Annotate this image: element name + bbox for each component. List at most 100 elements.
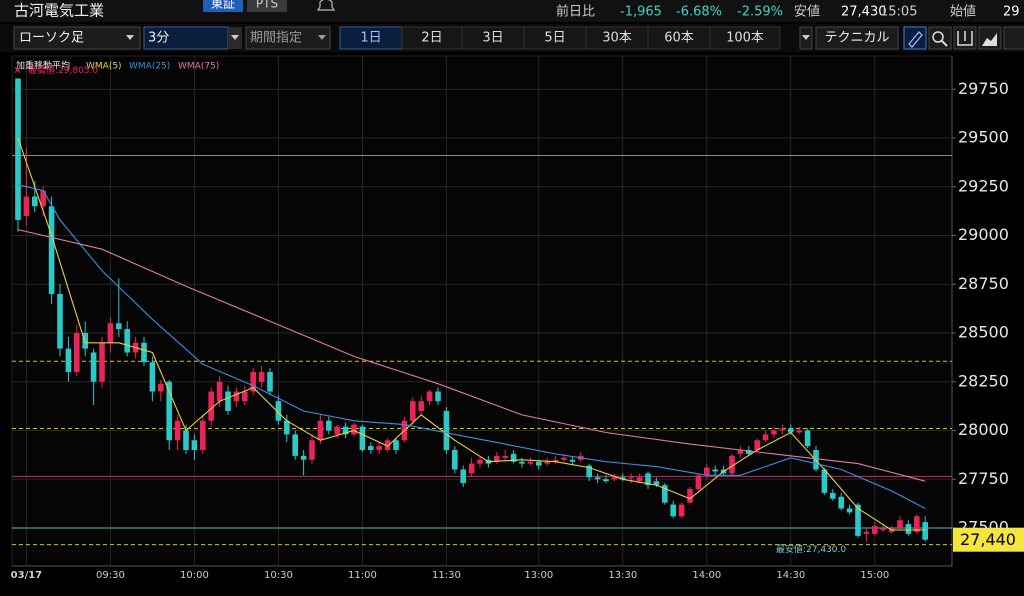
candle-body [158, 383, 164, 392]
settings-button[interactable] [1003, 26, 1024, 50]
candle-body [242, 391, 248, 402]
candle-body [309, 440, 315, 460]
candle-body [460, 469, 466, 484]
candle-body [695, 475, 702, 489]
dropdown-arrow[interactable] [126, 35, 134, 40]
interval-label[interactable]: 3分 [148, 31, 169, 46]
x-tick-label: 11:30 [432, 570, 461, 581]
candle-body [435, 391, 441, 402]
candle-body [527, 461, 534, 464]
zoom-icon[interactable] [932, 31, 944, 43]
quote-time: 15:05 [880, 5, 917, 20]
area-chart-icon[interactable] [982, 33, 997, 46]
candle-body [636, 477, 643, 482]
candle-body [57, 294, 63, 349]
x-tick-label: 03/17 [11, 570, 43, 581]
exchange-tab-label[interactable]: PTS [256, 0, 278, 11]
candle-body [368, 446, 374, 450]
candle-body [914, 516, 920, 532]
zoom-icon-handle[interactable] [941, 40, 948, 47]
candle-body [384, 440, 391, 450]
candle-body [166, 381, 172, 441]
range-label[interactable]: 5日 [544, 31, 565, 46]
high-marker [14, 67, 21, 73]
low-label: 安値 [794, 4, 820, 20]
exchange-tab-label[interactable]: 東証 [211, 0, 235, 11]
candle-body [116, 323, 122, 330]
chart: 2750027750280002825028500287502900029250… [11, 56, 1024, 581]
candle-body [922, 522, 928, 540]
candle-body [628, 477, 634, 479]
period-label[interactable]: 期間指定 [250, 31, 302, 46]
candle-body [855, 504, 861, 536]
candle-body [351, 424, 357, 435]
stock-name: 古河電気工業 [14, 2, 104, 20]
candle-body [830, 492, 836, 499]
candle-body [393, 440, 399, 450]
range-label[interactable]: 30本 [602, 31, 632, 46]
alert-icon[interactable] [316, 0, 336, 11]
exchange-tab[interactable] [247, 0, 287, 12]
legend-entry: WMA(25) [129, 62, 170, 72]
candle-body [872, 526, 878, 534]
change-label: 前日比 [556, 4, 595, 20]
dropdown-arrow[interactable] [802, 35, 810, 40]
y-tick-label: 28250 [958, 371, 1009, 390]
candle-body [544, 461, 550, 464]
draw-tool-button[interactable] [903, 26, 927, 50]
candle-body [48, 206, 55, 294]
candle-body [846, 508, 853, 513]
dropdown-arrow[interactable] [231, 35, 239, 40]
candle-body [275, 401, 282, 421]
zoom-button[interactable] [928, 26, 952, 50]
export-icon[interactable] [957, 31, 973, 46]
range-buttons: 1日 2日 3日 5日 30本 60本 100本 [339, 26, 781, 50]
dropdown-arrow[interactable] [318, 35, 326, 40]
candle-body [107, 323, 114, 343]
candle-body [804, 430, 811, 447]
range-label[interactable]: 100本 [726, 31, 764, 46]
range-button[interactable] [709, 26, 781, 50]
candle-body [687, 489, 693, 503]
pen-icon[interactable] [908, 31, 923, 48]
candle-body [124, 329, 130, 353]
x-tick-label: 13:30 [608, 570, 637, 581]
candle-body [359, 426, 366, 450]
candle-body [443, 411, 450, 450]
candle-body [141, 342, 147, 363]
low-annotation: 最安値:27,430.0 [776, 543, 846, 555]
ma-line [17, 137, 926, 531]
technical-button[interactable] [815, 26, 899, 50]
candle-body [15, 78, 21, 220]
candle-body [880, 528, 886, 530]
candle-body [662, 485, 668, 503]
period-select[interactable] [245, 26, 331, 50]
change: -1,965 [620, 5, 662, 20]
exchange-tab[interactable] [203, 0, 243, 12]
candle-body [796, 430, 802, 433]
range-label[interactable]: 1日 [360, 31, 381, 46]
technical-label[interactable]: テクニカル [824, 31, 889, 46]
y-tick-label: 28750 [958, 274, 1009, 293]
candle-body [317, 420, 324, 441]
chart-type-label[interactable]: ローソク足 [19, 31, 84, 46]
candle-body [586, 465, 592, 478]
range-label[interactable]: 3日 [482, 31, 503, 46]
chart-type-select[interactable] [13, 26, 141, 50]
range-label[interactable]: 2日 [421, 31, 442, 46]
x-tick-label: 10:30 [264, 570, 293, 581]
candle-body [216, 381, 223, 402]
candle-body [334, 426, 340, 435]
ma-line [17, 229, 926, 482]
range-label[interactable]: 60本 [664, 31, 694, 46]
candle-body [225, 391, 231, 411]
x-tick-label: 09:30 [96, 570, 125, 581]
x-tick-label: 13:00 [524, 570, 553, 581]
ma-line [17, 184, 926, 509]
candle-body [376, 446, 382, 450]
candle-body [519, 461, 525, 464]
candle-body [536, 461, 542, 466]
candle-body [779, 428, 786, 431]
